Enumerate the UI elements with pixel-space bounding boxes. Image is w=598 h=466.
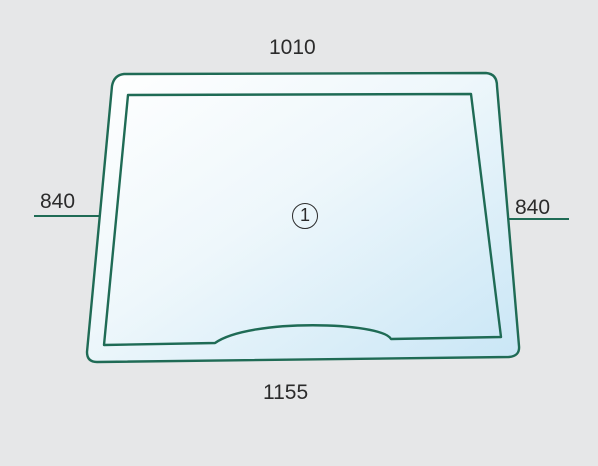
- left-height-label: 840: [40, 190, 76, 213]
- right-height-label: 840: [515, 196, 551, 219]
- bottom-width-label: 1155: [263, 381, 309, 404]
- glass-inner-edge: [102, 92, 503, 347]
- part-number-badge: 1: [292, 203, 318, 229]
- top-width-label: 1010: [269, 36, 316, 59]
